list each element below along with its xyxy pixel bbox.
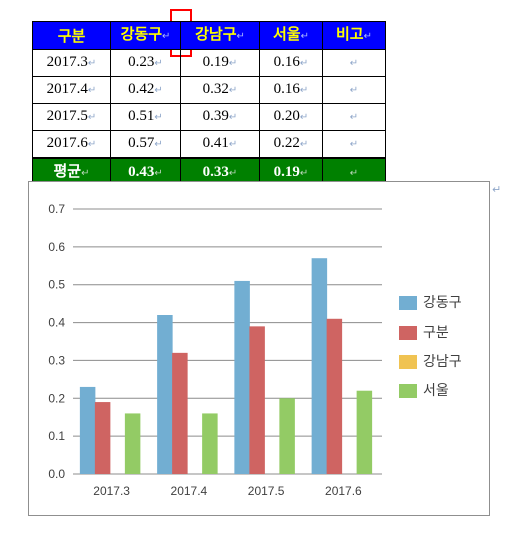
bar — [94, 402, 111, 474]
x-tick-label: 2017.6 — [325, 484, 362, 498]
bar — [234, 280, 250, 474]
bar — [249, 326, 265, 474]
bar — [279, 398, 295, 474]
bar — [172, 352, 188, 474]
table-cell[interactable]: 0.16↵ — [259, 49, 323, 77]
y-tick-label: 0.1 — [48, 429, 65, 443]
table-cell[interactable]: ↵ — [322, 130, 386, 159]
y-tick-label: 0.4 — [48, 316, 65, 330]
bar — [124, 413, 141, 474]
y-tick-label: 0.7 — [48, 202, 65, 216]
table-cell[interactable]: ↵ — [322, 103, 386, 131]
x-tick-label: 2017.3 — [93, 484, 130, 498]
legend-label: 강남구 — [423, 354, 462, 370]
chart-object[interactable]: 0.0 0.1 0.2 0.3 0.4 0.5 0.6 0.7 2017.3 2017.4 2017… — [28, 181, 490, 516]
table-cell[interactable]: 0.19↵ — [180, 49, 260, 77]
header-cell[interactable]: 서울↵ — [259, 21, 323, 50]
table-cell[interactable]: ↵ — [322, 49, 386, 77]
header-cell[interactable]: 강동구↵ — [110, 21, 181, 50]
legend-swatch — [399, 326, 417, 340]
table-cell[interactable]: 2017.6↵ — [32, 130, 111, 159]
table-row: 2017.4↵ 0.42↵ 0.32↵ 0.16↵ ↵ — [32, 76, 386, 104]
bar — [79, 386, 96, 474]
table-cell[interactable]: 0.20↵ — [259, 103, 323, 131]
y-tick-label: 0.6 — [48, 240, 65, 254]
table-cell[interactable]: ↵ — [322, 76, 386, 104]
bar — [326, 318, 343, 474]
table-cell[interactable]: 0.41↵ — [180, 130, 260, 159]
table-cell[interactable]: 2017.4↵ — [32, 76, 111, 104]
table-cell[interactable]: 2017.3↵ — [32, 49, 111, 77]
table-cell[interactable]: 0.42↵ — [110, 76, 181, 104]
x-tick-label: 2017.4 — [171, 484, 208, 498]
legend-label: 서울 — [423, 383, 449, 399]
bar — [311, 258, 328, 474]
table-row: 2017.5↵ 0.51↵ 0.39↵ 0.20↵ ↵ — [32, 103, 386, 131]
legend-label: 강동구 — [423, 295, 462, 311]
table-cell[interactable]: 0.22↵ — [259, 130, 323, 159]
data-table[interactable]: 구분 강동구↵ 강남구↵ 서울↵ 비고↵ 2017.3↵ 0.23↵ 0.19↵… — [32, 21, 386, 187]
y-tick-label: 0.0 — [48, 467, 65, 481]
table-header-row: 구분 강동구↵ 강남구↵ 서울↵ 비고↵ — [32, 21, 386, 50]
legend-swatch — [399, 384, 417, 398]
legend-swatch — [399, 296, 417, 310]
bar — [202, 413, 218, 474]
header-cell[interactable]: 비고↵ — [322, 21, 386, 50]
table-cell[interactable]: 0.32↵ — [180, 76, 260, 104]
table-cell[interactable]: 2017.5↵ — [32, 103, 111, 131]
bar-chart: 0.0 0.1 0.2 0.3 0.4 0.5 0.6 0.7 2017.3 2017.4 2017… — [48, 202, 382, 498]
bar — [157, 315, 173, 474]
y-tick-label: 0.3 — [48, 353, 65, 367]
paragraph-mark: ↵ — [492, 183, 502, 196]
table-cell[interactable]: 0.51↵ — [110, 103, 181, 131]
table-cell[interactable]: 0.16↵ — [259, 76, 323, 104]
legend-swatch — [399, 355, 417, 369]
y-tick-label: 0.5 — [48, 278, 65, 292]
table-row: 2017.3↵ 0.23↵ 0.19↵ 0.16↵ ↵ — [32, 49, 386, 77]
header-cell[interactable]: 구분 — [32, 21, 111, 50]
bar — [356, 390, 373, 474]
header-cell[interactable]: 강남구↵ — [180, 21, 260, 50]
x-tick-label: 2017.5 — [248, 484, 285, 498]
y-tick-label: 0.2 — [48, 391, 65, 405]
legend-label: 구분 — [423, 325, 449, 341]
table-cell[interactable]: 0.57↵ — [110, 130, 181, 159]
table-cell[interactable]: 0.23↵ — [110, 49, 181, 77]
table-cell[interactable]: 0.39↵ — [180, 103, 260, 131]
table-row: 2017.6↵ 0.57↵ 0.41↵ 0.22↵ ↵ — [32, 130, 386, 159]
